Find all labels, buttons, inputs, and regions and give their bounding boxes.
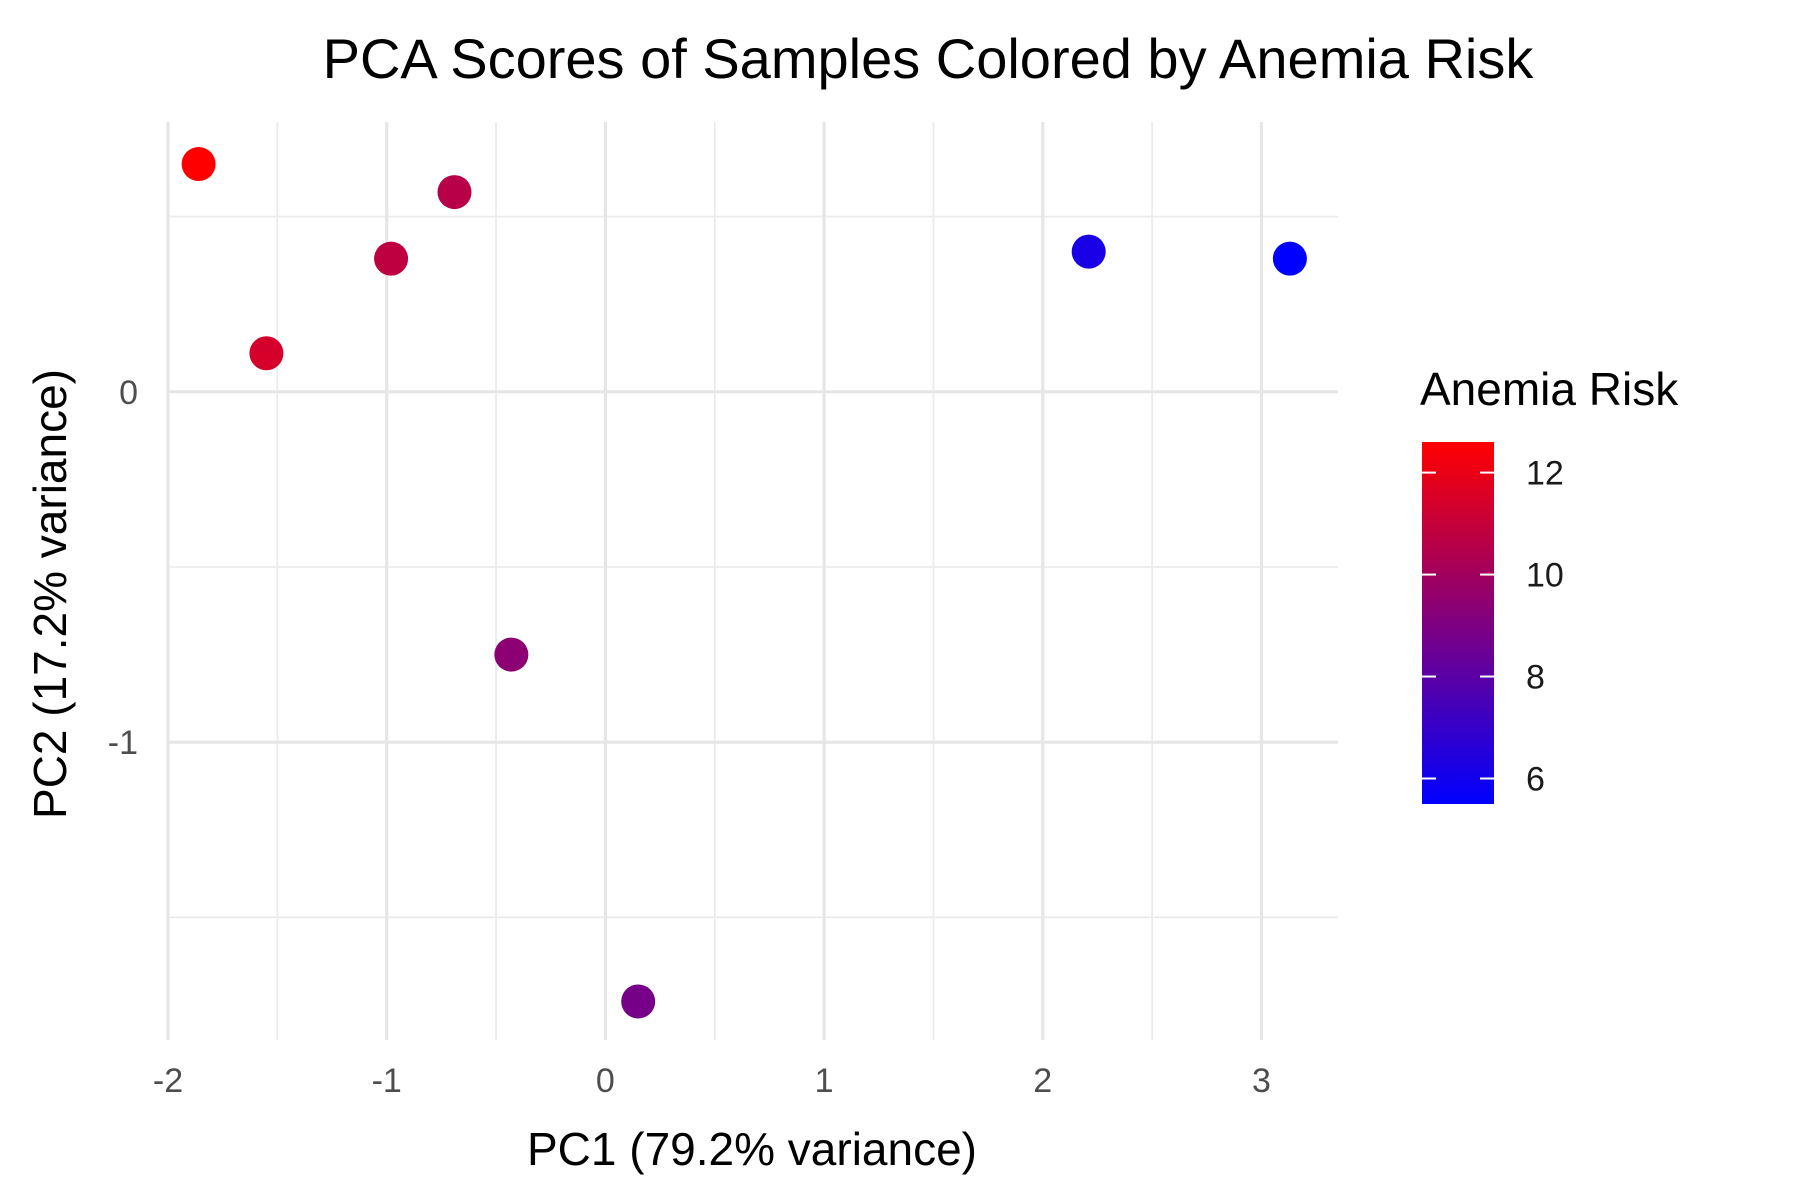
data-point — [1071, 234, 1106, 269]
x-tick-label: 2 — [1033, 1062, 1052, 1100]
data-point — [494, 637, 529, 672]
x-tick-label: -1 — [372, 1062, 402, 1100]
y-tick-label: -1 — [108, 724, 138, 762]
data-point — [181, 147, 216, 182]
grid — [166, 122, 1338, 1040]
legend: Anemia Risk 6 8 10 12 — [1420, 363, 1679, 804]
data-point — [374, 241, 409, 276]
tick-labels: -2 -1 0 1 2 3 0 -1 — [108, 374, 1271, 1100]
x-tick-label: 3 — [1252, 1062, 1271, 1100]
x-tick-label: 0 — [596, 1062, 615, 1100]
data-point — [1272, 241, 1307, 276]
x-tick-label: -2 — [153, 1062, 183, 1100]
data-point — [621, 984, 656, 1019]
legend-colorbar — [1422, 442, 1494, 804]
legend-tick-label: 10 — [1526, 557, 1564, 595]
legend-ticks: 6 8 10 12 — [1422, 455, 1564, 799]
data-points — [181, 147, 1307, 1019]
legend-tick-label: 12 — [1526, 455, 1564, 493]
x-axis-title: PC1 (79.2% variance) — [527, 1123, 977, 1175]
x-tick-label: 1 — [815, 1062, 834, 1100]
legend-tick-label: 8 — [1526, 659, 1545, 697]
legend-tick-label: 6 — [1526, 761, 1545, 799]
chart-title: PCA Scores of Samples Colored by Anemia … — [323, 27, 1535, 90]
legend-title: Anemia Risk — [1420, 363, 1679, 415]
y-axis-title: PC2 (17.2% variance) — [24, 369, 76, 819]
data-point — [249, 336, 284, 371]
y-tick-label: 0 — [119, 374, 138, 412]
data-point — [437, 175, 472, 210]
